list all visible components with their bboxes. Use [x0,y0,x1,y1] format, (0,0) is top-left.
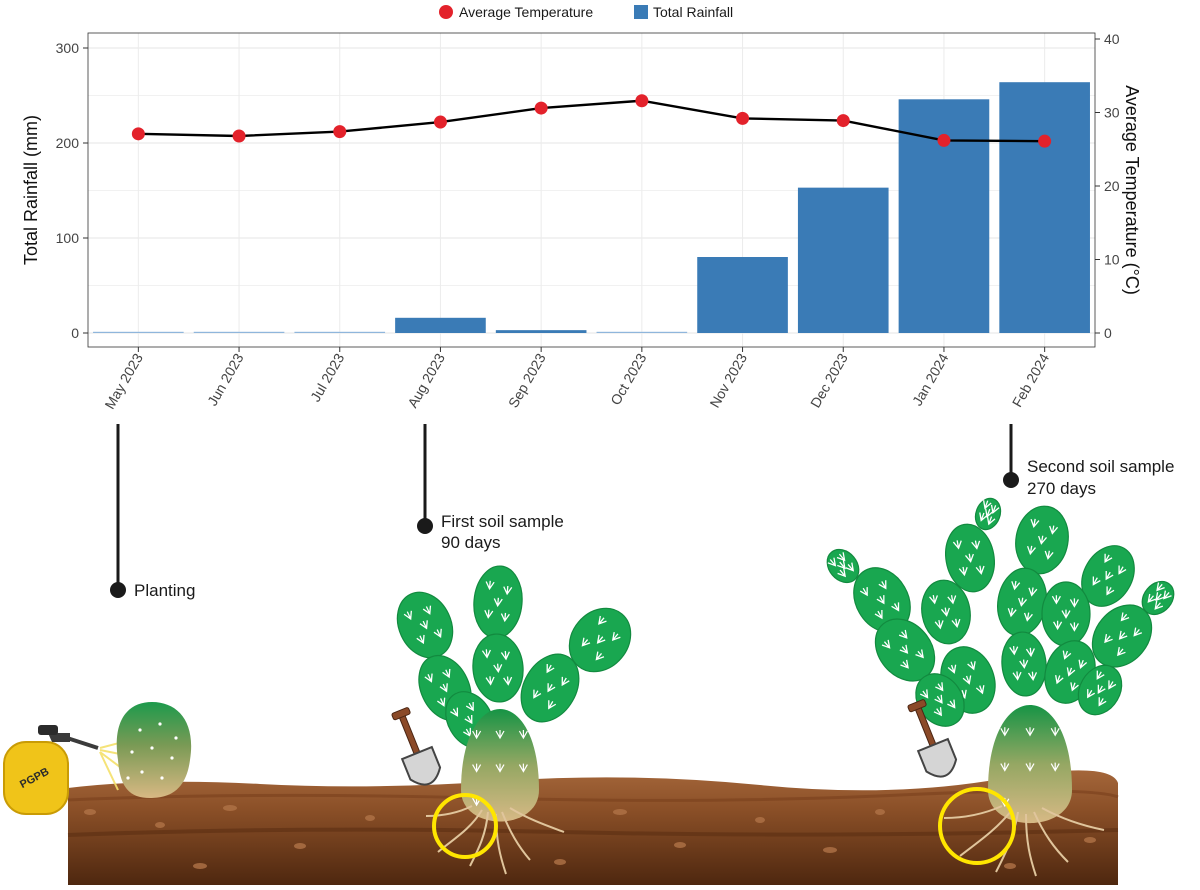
y-tick-label: 200 [56,135,80,151]
y-axis-right: 0 10 20 30 40 [1095,31,1120,341]
cactus-pad [974,497,1002,531]
y-axis-left: 0 100 200 300 [56,40,88,341]
cactus-pad [1015,505,1069,575]
legend-temperature-label: Average Temperature [459,4,593,20]
rainfall-bar [294,331,386,333]
x-tick-label: Feb 2024 [1009,350,1053,409]
plot-frame [87,32,1096,348]
temperature-point [433,115,447,129]
cactus-base-pad [988,704,1072,824]
rainfall-bar [93,331,184,333]
temperature-point [534,101,548,115]
soil-pebbles [84,805,1096,869]
x-tick-label: Sep 2023 [505,350,549,410]
first-sample-marker [417,518,433,534]
cactus-pad [1091,604,1153,668]
cactus-pad [826,548,860,584]
temperature-line [138,99,1045,143]
temperature-point [937,133,951,147]
cactus-90-days-icon [396,565,632,822]
x-tick-label: May 2023 [101,350,146,411]
cactus-pad [568,607,632,673]
x-tick-label: Oct 2023 [607,350,649,407]
cactus-pad [997,567,1047,637]
soil-layer [68,770,1118,885]
timeline: Planting First soil sample 90 days Secon… [110,424,1174,600]
cactus-pad [915,673,965,727]
young-cactus-icon [116,702,192,798]
y2-tick-label: 20 [1104,178,1120,194]
cactus-pad [396,591,454,659]
rainfall-bar [495,330,587,333]
shovel-first-icon [391,707,442,786]
y2-tick-label: 10 [1104,252,1120,268]
cactus-pad [1077,664,1123,716]
soil-illustration [67,770,1119,885]
y2-tick-label: 40 [1104,31,1120,47]
y-tick-label: 100 [56,230,80,246]
legend-temperature-marker [439,5,453,19]
temperature-point [836,114,850,128]
cactus-270-days-icon [826,497,1175,824]
legend-rainfall-marker [634,5,648,19]
cactus-pad [1041,581,1091,647]
cactus-pad [921,579,971,645]
rainfall-bar [596,331,688,333]
x-tick-label: Aug 2023 [404,350,448,410]
rainfall-bar [797,187,889,333]
temperature-point [736,111,750,125]
y2-tick-label: 30 [1104,105,1120,121]
x-tick-label: Jun 2023 [204,350,247,408]
second-sample-title: Second soil sample [1027,457,1174,476]
x-tick-label: Jul 2023 [307,350,347,404]
cactus-pad [1141,580,1175,616]
planting-label: Planting [134,581,195,600]
cactus-pad [473,565,523,639]
shovel-second-icon [907,699,958,778]
rainfall-bars [93,82,1090,333]
cactus-pad [874,618,936,682]
x-tick-label: Jan 2024 [909,350,952,408]
temperature-points [131,94,1052,148]
temperature-point [232,129,246,143]
first-sample-title: First soil sample [441,512,564,531]
temperature-point [635,94,649,108]
y2-tick-label: 0 [1104,325,1112,341]
legend: Average Temperature Total Rainfall [439,4,733,20]
cactus-pad [520,653,580,723]
cactus-pad [945,523,995,593]
temperature-point [333,125,347,139]
x-tick-label: Nov 2023 [706,350,750,410]
cactus-base-pad [461,709,539,822]
temperature-point [1038,134,1052,148]
y-tick-label: 300 [56,40,80,56]
x-axis: May 2023 Jun 2023 Jul 2023 Aug 2023 Sep 2023… [101,347,1052,412]
second-sample-days: 270 days [1027,479,1096,498]
planting-marker [110,582,126,598]
rainfall-bar [193,331,285,333]
second-sample-marker [1003,472,1019,488]
x-tick-label: Dec 2023 [807,350,851,410]
cactus-pad [1081,545,1135,607]
first-sample-days: 90 days [441,533,501,552]
sample-circle-first [432,793,498,859]
rainfall-bar [697,257,788,333]
rainfall-bar [395,317,486,333]
y-tick-label: 0 [71,325,79,341]
rainfall-bar [999,82,1090,333]
chart: 0 100 200 300 0 10 20 30 40 May 2023 Jun 2023 Jul… [21,31,1142,412]
y2-axis-label: Average Temperature (°C) [1122,85,1142,295]
cactus-pad [1001,631,1047,697]
cactus-pad [472,633,524,703]
legend-rainfall-label: Total Rainfall [653,4,733,20]
y-axis-label: Total Rainfall (mm) [21,115,41,265]
sample-circle-second [938,787,1016,865]
temperature-point [131,127,145,141]
